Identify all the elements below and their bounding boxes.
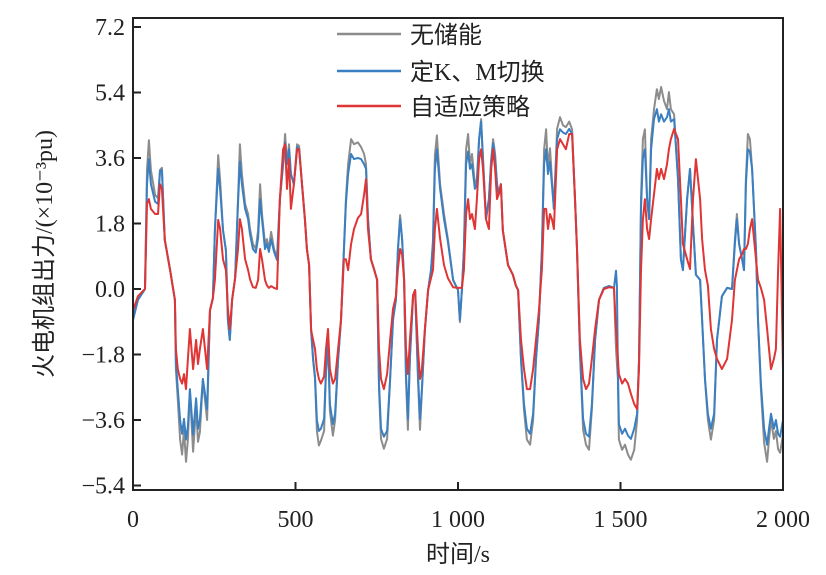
series-line-0 [132, 86, 784, 463]
series-line-1 [132, 108, 784, 446]
x-tick-label: 1 000 [431, 507, 485, 533]
x-tick-label: 500 [278, 507, 314, 533]
y-axis-title: 火电机组出力/(×10⁻³pu) [31, 130, 58, 378]
legend-label-1: 定K、M切换 [410, 59, 545, 86]
y-tick-label: 5.4 [95, 81, 125, 107]
x-tick-label: 2 000 [756, 507, 810, 533]
x-axis-title: 时间/s [426, 541, 490, 568]
series-layer [132, 86, 784, 463]
y-tick-label: −5.4 [81, 474, 125, 500]
y-axis: −5.4 −3.6 −1.8 0.0 1.8 3.6 5.4 7.2 [81, 15, 141, 500]
x-axis: 0 500 1 000 1 500 2 000 [127, 482, 810, 533]
y-tick-label: 7.2 [95, 15, 125, 41]
series-line-2 [132, 127, 784, 411]
x-tick-label: 1 500 [594, 507, 648, 533]
legend-label-2: 自适应策略 [410, 94, 530, 121]
y-tick-label: 1.8 [95, 212, 125, 238]
y-tick-label: −3.6 [81, 408, 125, 434]
x-tick-label: 0 [127, 507, 139, 533]
y-tick-label: −1.8 [81, 343, 125, 369]
legend-label-0: 无储能 [410, 22, 482, 49]
y-tick-label: 3.6 [95, 146, 125, 172]
y-tick-label: 0.0 [95, 277, 125, 303]
